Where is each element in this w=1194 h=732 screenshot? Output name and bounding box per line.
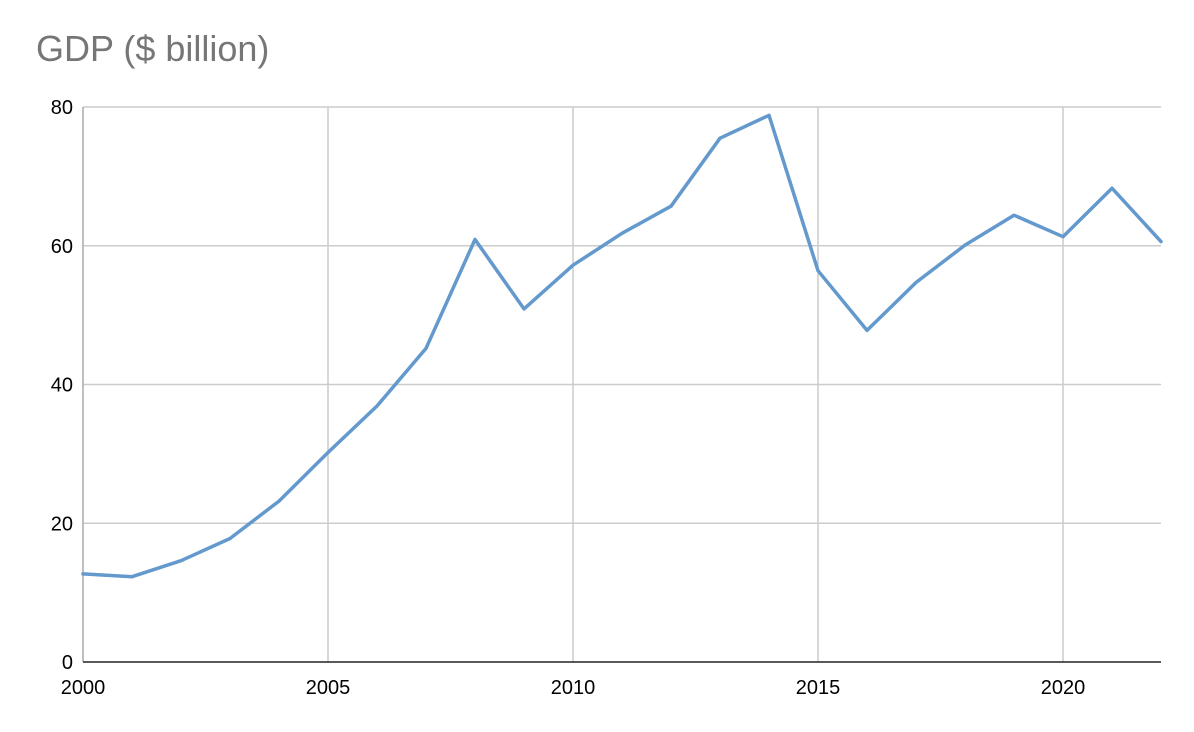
x-tick-label: 2020 bbox=[1041, 677, 1086, 699]
y-tick-label: 80 bbox=[51, 97, 73, 119]
axes bbox=[82, 107, 1161, 663]
y-tick-label: 40 bbox=[51, 375, 73, 397]
y-tick-label: 0 bbox=[62, 652, 73, 674]
series-line bbox=[81, 113, 1163, 579]
y-tick-label: 60 bbox=[51, 236, 73, 258]
x-tick-label: 2005 bbox=[306, 677, 351, 699]
grid bbox=[83, 106, 1161, 662]
y-tick-label: 20 bbox=[51, 513, 73, 535]
x-tick-label: 2000 bbox=[61, 677, 106, 699]
x-tick-label: 2010 bbox=[551, 677, 596, 699]
chart-title: GDP ($ billion) bbox=[36, 28, 270, 69]
x-tick-label: 2015 bbox=[796, 677, 841, 699]
tick-labels: 0 20 40 60 80 2000 2005 2010 2015 2020 bbox=[51, 97, 1086, 699]
series-layer bbox=[81, 113, 1163, 579]
